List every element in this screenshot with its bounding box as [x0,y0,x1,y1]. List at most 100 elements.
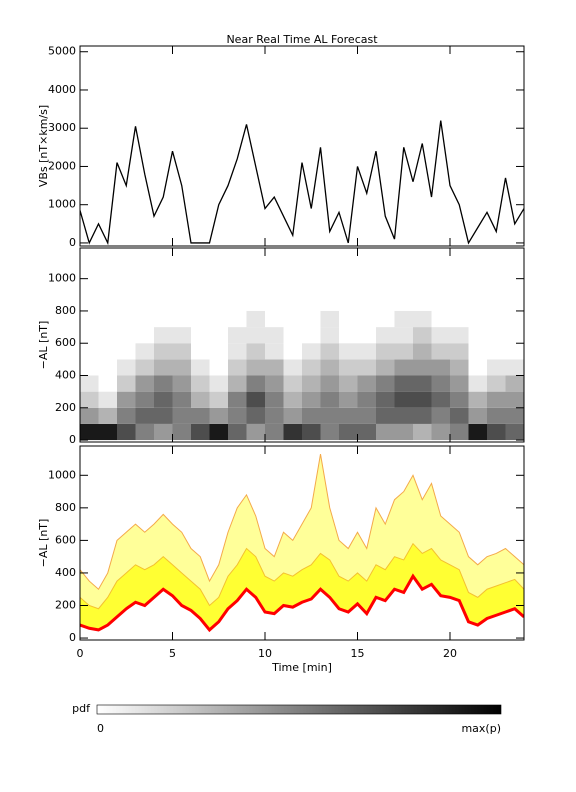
area-line [80,573,524,633]
pdf-cell [376,407,395,424]
data-line [80,120,524,246]
plot-area [80,310,524,441]
axis-frame [79,445,525,641]
pdf-cell [487,310,506,328]
axis-frame [79,45,525,247]
pdf-cell [302,359,321,376]
pdf-cell [135,375,154,392]
colorbar [96,704,502,715]
pdf-cell [413,375,432,392]
pdf-cell [413,423,432,441]
pdf-cell [487,391,506,408]
pdf-cell [357,391,376,408]
y-tick-label: 0 [69,236,76,249]
pdf-cell [209,359,228,376]
pdf-cell [450,407,469,424]
pdf-cell [339,310,358,328]
pdf-cell [468,423,487,441]
y-tick-label: 1000 [48,198,76,211]
pdf-cell [98,391,117,408]
pdf-cell [450,423,469,441]
pdf-cell [172,391,191,408]
pdf-cell [431,407,450,424]
pdf-cell [117,310,136,328]
pdf-cell [117,423,136,441]
pdf-cell [320,359,339,376]
pdf-cell [468,359,487,376]
pdf-cell [135,343,154,360]
pdf-cell [135,423,154,441]
pdf-cell [505,343,524,360]
pdf-cell [209,423,228,441]
pdf-cell [394,407,413,424]
pdf-cell [339,375,358,392]
pdf-cell [376,359,395,376]
pdf-cell [265,423,284,441]
pdf-cell [505,407,524,424]
pdf-cell [431,391,450,408]
pdf-cell [172,310,191,328]
pdf-cell [209,375,228,392]
pdf-cell [413,310,432,328]
pdf-cell [357,359,376,376]
pdf-cell [135,310,154,328]
pdf-cell [98,343,117,360]
pdf-cell [487,407,506,424]
y-tick-label: 400 [55,369,76,382]
pdf-cell [265,391,284,408]
pdf-cell [376,310,395,328]
pdf-cell [339,407,358,424]
pdf-cell [339,423,358,441]
x-tick-label: 10 [258,647,272,660]
pdf-cell [228,391,247,408]
pdf-cell [505,423,524,441]
pdf-cell [191,343,210,360]
pdf-cell [283,407,302,424]
x-tick-label: 20 [443,647,457,660]
pdf-cell [246,407,265,424]
pdf-cell [413,327,432,344]
pdf-cell [357,310,376,328]
pdf-cell [450,310,469,328]
y-tick-label: 600 [55,533,76,546]
pdf-cell [302,310,321,328]
pdf-cell [265,359,284,376]
pdf-cell [487,343,506,360]
pdf-cell [98,327,117,344]
pdf-cell [135,327,154,344]
pdf-cell [413,359,432,376]
pdf-cell [228,359,247,376]
y-tick-label: 3000 [48,121,76,134]
pdf-cell [357,423,376,441]
pdf-cell [98,375,117,392]
plot-area [80,454,524,639]
pdf-cell [80,407,99,424]
pdf-cell [283,343,302,360]
pdf-cell [80,327,99,344]
pdf-cell [487,327,506,344]
pdf-cell [265,327,284,344]
y-tick-label: 0 [69,631,76,644]
pdf-cell [376,423,395,441]
pdf-cell [487,359,506,376]
y-tick-label: 2000 [48,159,76,172]
pdf-cell [117,359,136,376]
pdf-cell [302,375,321,392]
pdf-cell [468,375,487,392]
y-axis-label: VBs [nT×km/s] [37,105,50,187]
pdf-cell [191,327,210,344]
pdf-cell [394,423,413,441]
pdf-cell [339,327,358,344]
pdf-cell [117,327,136,344]
pdf-cell [80,359,99,376]
pdf-cell [394,359,413,376]
colorbar-tick-label: max(p) [461,722,501,735]
y-tick-label: 600 [55,336,76,349]
y-axis-label: −AL [nT] [37,321,50,370]
pdf-cell [431,343,450,360]
area-fill [80,576,524,639]
x-tick-label: 15 [351,647,365,660]
pdf-cell [431,423,450,441]
pdf-cell [450,327,469,344]
pdf-cell [154,423,173,441]
